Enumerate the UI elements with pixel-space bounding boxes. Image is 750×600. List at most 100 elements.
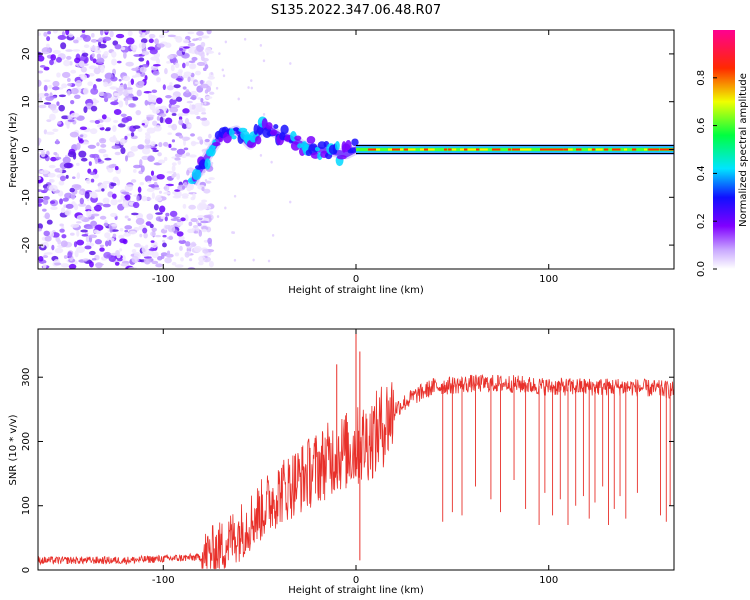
spectrogram-stable-max [596,148,603,151]
colorbar-tick-label: 0.2 [696,213,707,229]
spectrogram-noise-blob [218,52,221,56]
spectrogram-noise-blob [111,51,117,58]
spectrogram-noise-blob [67,251,73,258]
spectrogram-noise-blob [197,222,202,227]
spectrogram-noise-blob [185,241,191,247]
spectrogram-noise-blob [149,48,158,55]
spectrogram-noise-blob [94,157,99,165]
spectrogram-noise-blob [38,176,42,180]
spectrogram-noise-blob [154,38,159,45]
spectrogram-noise-blob [66,90,71,96]
spectrogram-noise-blob [138,80,145,86]
spectrogram-noise-blob [151,192,155,200]
spectrogram-noise-blob [38,32,42,37]
spectrogram-noise-blob [125,61,134,67]
spectrogram-noise-blob [152,120,158,126]
spectrogram-stable-max [604,148,609,151]
spectrogram-noise-blob [204,138,210,143]
spectrogram-noise-blob [131,75,137,78]
spectrogram-noise-blob [152,64,161,67]
spectrogram-noise-blob [78,150,87,158]
spectrogram-noise-blob [163,156,168,162]
spectrogram-noise-blob [68,33,74,38]
snr-x-tick-label: 100 [539,575,558,586]
spectrogram-stable-max [644,148,648,151]
spectrogram-noise-blob [136,195,140,202]
spectrogram-x-tick-label: 0 [353,274,359,285]
spectrogram-noise-blob [203,214,212,218]
spectrogram-stable-max [564,148,570,151]
spectrogram-noise-blob [188,183,193,187]
spectrogram-noise-blob [66,123,70,129]
spectrogram-noise-blob [202,257,206,261]
spectrogram-noise-blob [159,113,167,118]
spectrogram-noise-blob [38,203,42,207]
spectrogram-noise-blob [146,114,155,118]
spectrogram-y-tick-label: 20 [21,48,32,61]
spectrogram-noise-blob [42,255,49,259]
spectrogram-stable-max [496,148,501,151]
spectrogram-noise-blob [188,204,196,210]
spectrogram-noise-blob [66,77,71,82]
snr-y-axis: 0 100 200 300 [21,368,674,573]
spectrogram-noise-blob [167,34,176,38]
spectrogram-noise-blob [45,43,50,48]
spectrogram-noise-blob [52,49,61,55]
spectrogram-noise-blob [118,100,124,108]
spectrogram-y-tick-label: 10 [21,95,32,108]
spectrogram-noise-blob [141,155,150,161]
spectrogram-noise-blob [187,228,195,234]
snr-x-axis: -100 0 100 [152,329,558,586]
spectrogram-noise-blob [171,162,177,166]
spectrogram-noise-blob [99,137,107,144]
spectrogram-noise-blob [46,150,50,156]
spectrogram-ridge-clump [191,168,202,181]
spectrogram-noise-blob [56,72,61,78]
spectrogram-noise-blob [52,80,60,87]
spectrogram-noise-blob [176,231,184,237]
spectrogram-noise-blob [199,83,209,89]
spectrogram-noise-blob [38,183,41,188]
spectrogram-noise-blob [38,92,46,98]
spectrogram-noise-blob [247,86,250,89]
spectrogram-noise-blob [155,58,161,65]
spectrogram-noise-blob [81,234,89,237]
spectrogram-noise-blob [191,141,200,145]
spectrogram-x-label: Height of straight line (km) [288,285,424,296]
spectrogram-noise-blob [80,157,88,162]
snr-line-layer [38,329,674,570]
spectrogram-ridge-clump [351,138,359,146]
spectrogram-noise-blob [53,151,58,156]
spectrogram-noise-blob [143,256,152,259]
spectrogram-noise-blob [201,107,206,113]
spectrogram-noise-blob [94,49,102,54]
spectrogram-noise-blob [186,100,193,104]
spectrogram-noise-blob [120,262,130,267]
spectrogram-x-tick-label: 100 [539,274,558,285]
spectrogram-noise-blob [180,257,184,262]
spectrogram-noise-blob [94,239,102,245]
spectrogram-ridge-clump [306,136,316,144]
spectrogram-noise-blob [178,116,183,121]
spectrogram-noise-blob [73,203,79,211]
spectrogram-noise-blob [47,172,56,178]
spectrogram-noise-blob [143,257,151,265]
spectrogram-noise-blob [142,147,151,155]
spectrogram-noise-blob [47,30,52,35]
spectrogram-noise-blob [221,68,224,72]
spectrogram-noise-blob [66,55,72,60]
spectrogram-noise-blob [205,96,213,100]
spectrogram-stable-max [388,148,394,151]
spectrogram-noise-blob [137,186,142,193]
spectrogram-stable-max [476,148,480,151]
spectrogram-noise-blob [176,218,182,223]
spectrogram-noise-blob [99,244,105,248]
spectrogram-noise-blob [60,263,70,268]
spectrogram-noise-blob [135,217,145,225]
spectrogram-noise-blob [119,227,124,232]
spectrogram-noise-blob [108,239,112,247]
spectrogram-stable-max [592,148,596,151]
spectrogram-noise-blob [90,220,98,227]
spectrogram-noise-blob [54,247,64,254]
